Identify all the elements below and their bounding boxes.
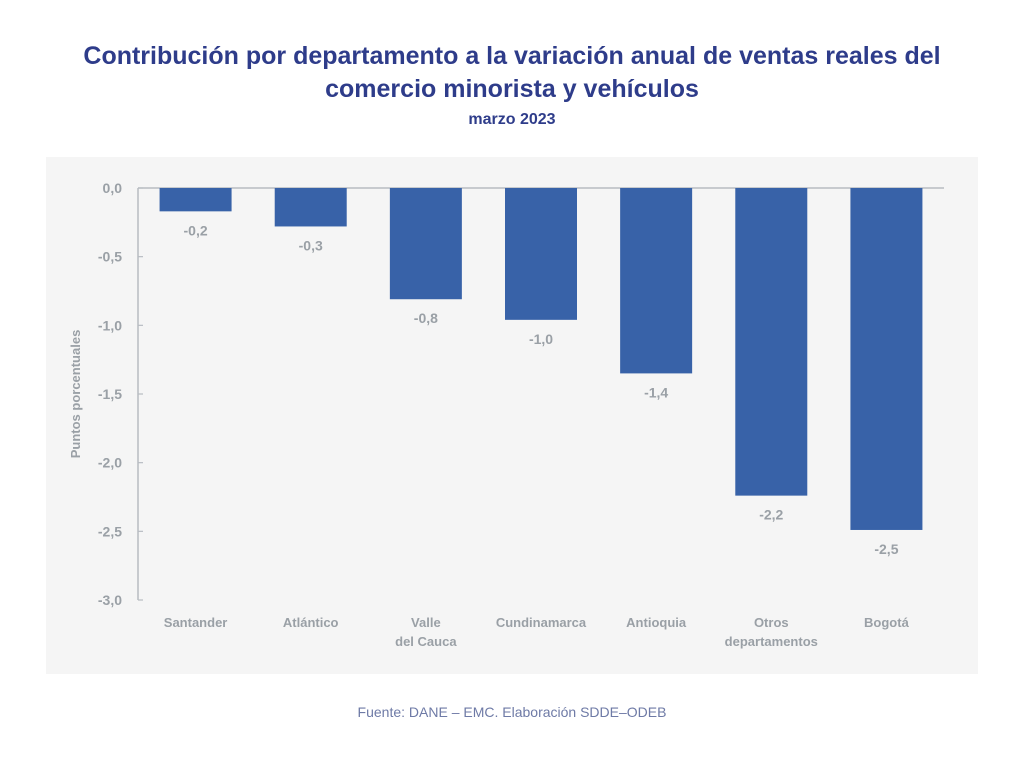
data-label: -0,3: [299, 237, 323, 253]
chart-title-line-1: Contribución por departamento a la varia…: [83, 42, 941, 70]
bar: [850, 188, 923, 530]
y-axis-label: Puntos porcentuales: [68, 330, 83, 459]
x-tick-label: Atlántico: [283, 615, 339, 630]
chart-subtitle: marzo 2023: [468, 111, 556, 128]
bar: [159, 188, 232, 212]
x-tick-label: Valle: [411, 615, 441, 630]
data-label: -1,0: [529, 331, 553, 347]
y-tick-label: -2,0: [98, 455, 122, 471]
y-tick-label: -0,5: [98, 249, 122, 265]
data-label: -2,5: [874, 541, 898, 557]
bar: [389, 188, 462, 300]
bar: [735, 188, 808, 496]
y-tick-label: -1,5: [98, 386, 122, 402]
y-tick-label: -1,0: [98, 317, 122, 333]
data-label: -2,2: [759, 507, 783, 523]
x-tick-label: Otros: [754, 615, 789, 630]
x-tick-label: Santander: [164, 615, 228, 630]
source-note: Fuente: DANE – EMC. Elaboración SDDE–ODE…: [357, 704, 667, 720]
y-tick-label: -2,5: [98, 523, 122, 539]
x-tick-label: del Cauca: [395, 634, 457, 649]
x-tick-label: Bogotá: [864, 615, 910, 630]
bar: [505, 188, 577, 320]
data-label: -1,4: [644, 384, 668, 400]
chart-title-line-2: comercio minorista y vehículos: [325, 75, 699, 103]
x-tick-label: Cundinamarca: [496, 615, 587, 630]
data-label: -0,8: [414, 310, 438, 326]
bar: [274, 188, 347, 227]
y-tick-label: 0,0: [103, 180, 123, 196]
y-tick-label: -3,0: [98, 592, 122, 608]
x-tick-label: Antioquia: [626, 615, 687, 630]
bar: [620, 188, 693, 374]
data-label: -0,2: [184, 222, 208, 238]
x-tick-label: departamentos: [725, 634, 818, 649]
